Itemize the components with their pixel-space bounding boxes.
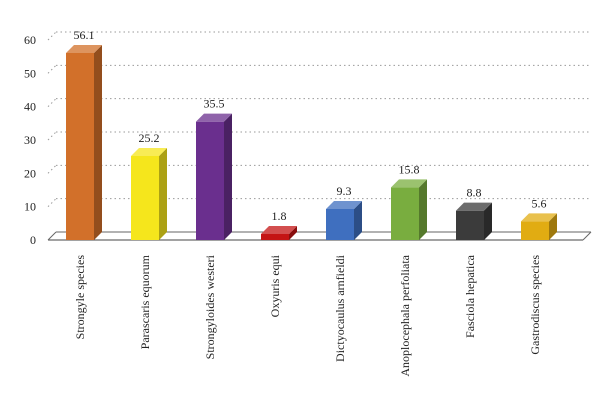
- gridlines: [47, 31, 591, 208]
- category-label: Fasciola hepatica: [463, 254, 477, 338]
- bar: [66, 45, 102, 240]
- y-tick-label: 50: [24, 66, 36, 80]
- floor-end-line: [582, 231, 592, 241]
- y-tick-label: 30: [24, 133, 36, 147]
- y-tick-label: 0: [30, 233, 36, 247]
- bar-side: [289, 226, 297, 240]
- bar-front: [521, 221, 549, 240]
- bar-front: [391, 187, 419, 240]
- axes: [47, 231, 592, 241]
- data-labels: 56.1 25.2 35.5 1.8 9.3 15.8 8.8 5.6: [74, 28, 547, 223]
- bar: [521, 213, 557, 240]
- bar-top: [456, 202, 492, 211]
- bar: [196, 113, 232, 240]
- data-label: 5.6: [532, 196, 547, 210]
- data-label: 1.8: [272, 209, 287, 223]
- category-labels: Strongyle species Parascaris equorum Stron…: [73, 254, 542, 376]
- gridline-side: [47, 198, 57, 208]
- bar-front: [326, 209, 354, 240]
- bar: [391, 179, 427, 240]
- gridline-side: [47, 164, 57, 174]
- category-label: Strongyle species: [73, 255, 87, 340]
- bar-side: [94, 45, 102, 240]
- gridline-side: [47, 64, 57, 74]
- category-label: Oxyuris equi: [268, 254, 282, 317]
- category-label: Parascaris equorum: [138, 254, 152, 349]
- bar-side: [354, 201, 362, 240]
- bar-side: [224, 113, 232, 240]
- bar-front: [261, 234, 289, 240]
- bar-front: [456, 210, 484, 240]
- category-label: Strongyloides westeri: [203, 254, 217, 359]
- data-label: 35.5: [204, 97, 225, 111]
- y-tick-labels: 0 10 20 30 40 50 60: [24, 33, 36, 247]
- category-label: Anoplocephala perfoliata: [398, 254, 412, 376]
- y-tick-label: 60: [24, 33, 36, 47]
- bars: [66, 45, 557, 240]
- bar: [261, 226, 297, 240]
- bar-front: [131, 156, 159, 240]
- bar: [131, 148, 167, 240]
- bar-side: [484, 202, 492, 240]
- bar-top: [66, 45, 102, 53]
- category-label: Gastrodiscus species: [528, 255, 542, 355]
- data-label: 8.8: [467, 186, 482, 200]
- bar-top: [326, 201, 362, 209]
- bar: [326, 201, 362, 240]
- bar-side: [159, 148, 167, 240]
- y-tick-label: 20: [24, 166, 36, 180]
- bar: [456, 202, 492, 240]
- bar-front: [66, 53, 94, 240]
- bar-side: [419, 179, 427, 240]
- bar-top: [196, 113, 232, 122]
- bar-top: [391, 179, 427, 188]
- bar-top: [131, 148, 167, 156]
- bar-front: [196, 121, 224, 240]
- category-label: Dictyocaulus arnfieldi: [333, 254, 347, 362]
- y-tick-label: 10: [24, 200, 36, 214]
- bar-top: [261, 226, 297, 234]
- data-label: 25.2: [139, 131, 160, 145]
- bar-side: [549, 213, 557, 240]
- data-label: 56.1: [74, 28, 95, 42]
- bar-top: [521, 213, 557, 222]
- gridline-side: [47, 98, 57, 108]
- gridline-side: [47, 31, 57, 41]
- data-label: 15.8: [399, 162, 420, 176]
- data-label: 9.3: [337, 184, 352, 198]
- y-tick-label: 40: [24, 100, 36, 114]
- gridline-side: [47, 131, 57, 141]
- floor-side-line: [47, 231, 57, 241]
